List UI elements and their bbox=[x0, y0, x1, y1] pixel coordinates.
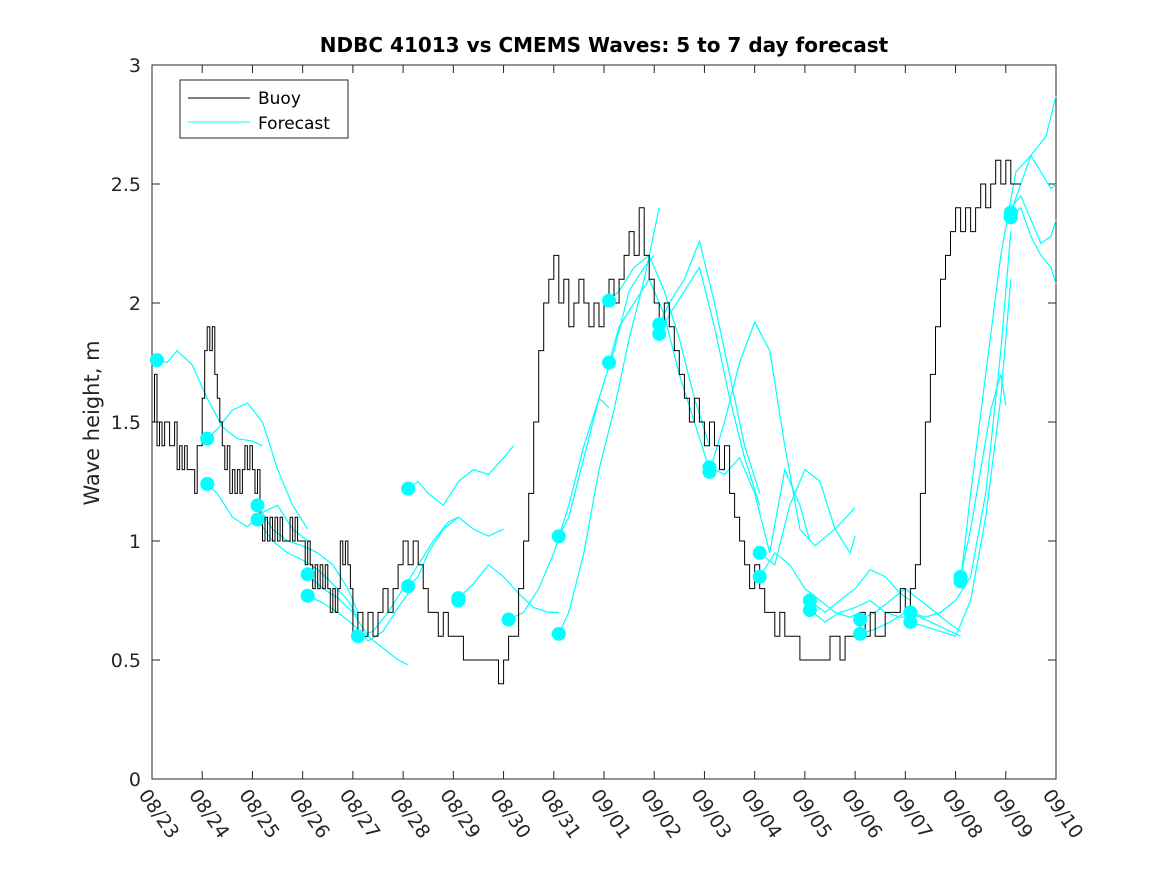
forecast-marker bbox=[300, 567, 315, 582]
forecast-marker bbox=[250, 498, 265, 513]
y-tick-label: 2.5 bbox=[111, 174, 141, 196]
forecast-line bbox=[558, 207, 660, 635]
y-tick-label: 3 bbox=[129, 55, 141, 77]
forecast-marker bbox=[401, 579, 416, 594]
forecast-marker bbox=[853, 612, 868, 627]
forecast-marker bbox=[702, 464, 717, 479]
legend: Buoy Forecast bbox=[179, 79, 349, 139]
forecast-marker bbox=[501, 612, 516, 627]
chart-title: NDBC 41013 vs CMEMS Waves: 5 to 7 day fo… bbox=[320, 33, 889, 57]
forecast-line bbox=[1010, 206, 1057, 285]
forecast-marker bbox=[551, 626, 566, 641]
forecast-line bbox=[1010, 194, 1057, 245]
plot-frame bbox=[151, 64, 1057, 780]
legend-box bbox=[179, 79, 349, 139]
forecast-line bbox=[407, 516, 504, 587]
forecast-marker bbox=[451, 593, 466, 608]
y-tick-label: 1.5 bbox=[111, 412, 141, 434]
forecast-marker bbox=[752, 569, 767, 584]
forecast-line bbox=[709, 456, 811, 554]
forecast-line bbox=[608, 254, 711, 446]
forecast-marker bbox=[752, 545, 767, 560]
y-tick-label: 0.5 bbox=[111, 650, 141, 672]
forecast-marker bbox=[150, 353, 165, 368]
forecast-line bbox=[558, 255, 655, 537]
forecast-line bbox=[658, 239, 761, 494]
forecast-marker bbox=[1003, 210, 1018, 225]
forecast-marker bbox=[853, 626, 868, 641]
legend-label-forecast: Forecast bbox=[258, 114, 330, 134]
forecast-line bbox=[708, 320, 856, 547]
forecast-marker bbox=[953, 574, 968, 589]
forecast-marker bbox=[350, 629, 365, 644]
y-tick-label: 2 bbox=[129, 293, 141, 315]
forecast-line bbox=[809, 568, 911, 614]
forecast-line bbox=[859, 587, 961, 632]
y-tick-label: 1 bbox=[129, 531, 141, 553]
forecast-marker bbox=[250, 512, 265, 527]
buoy-line bbox=[152, 159, 1021, 685]
forecast-line bbox=[910, 231, 1012, 618]
forecast-marker bbox=[200, 431, 215, 446]
forecast-line bbox=[910, 279, 1012, 637]
forecast-marker bbox=[802, 603, 817, 618]
forecast-marker bbox=[200, 476, 215, 491]
forecast-line bbox=[809, 599, 911, 623]
forecast-marker bbox=[300, 588, 315, 603]
forecast-marker bbox=[551, 529, 566, 544]
forecast-line bbox=[1010, 153, 1057, 213]
forecast-line bbox=[407, 445, 515, 507]
y-axis-label: Wave height, m bbox=[80, 340, 104, 505]
forecast-marker bbox=[652, 326, 667, 341]
forecast-marker bbox=[401, 481, 416, 496]
forecast-marker bbox=[903, 614, 918, 629]
forecast-line bbox=[156, 349, 263, 447]
forecast-marker bbox=[602, 355, 617, 370]
forecast-marker bbox=[602, 293, 617, 308]
forecast-line bbox=[307, 573, 409, 666]
forecast-line bbox=[960, 374, 1007, 577]
forecast-line bbox=[206, 402, 309, 530]
forecast-line bbox=[658, 265, 761, 506]
forecast-line bbox=[608, 277, 711, 470]
legend-label-buoy: Buoy bbox=[258, 89, 301, 109]
forecast-line bbox=[457, 563, 559, 614]
forecast-line bbox=[357, 516, 459, 637]
y-tick-label: 0 bbox=[129, 769, 141, 791]
